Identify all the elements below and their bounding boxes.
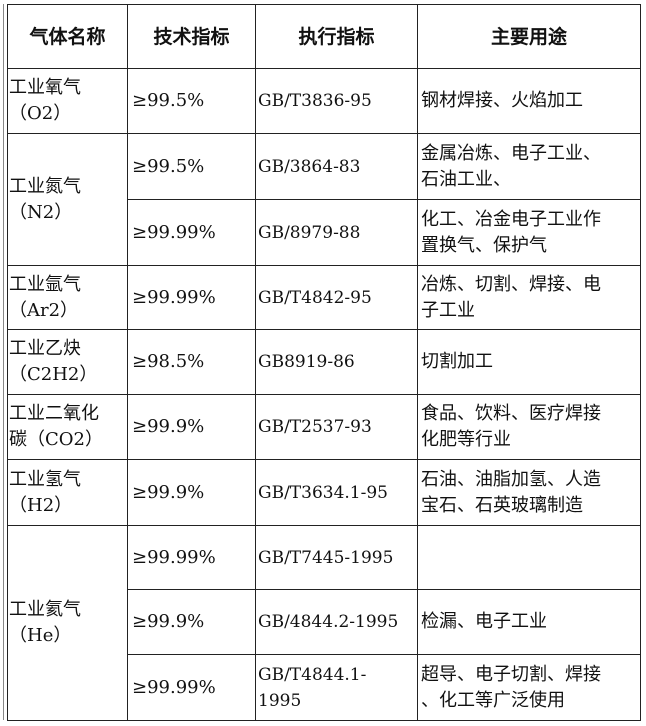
standard: GB/T2537-93	[255, 394, 418, 460]
main-use: 化工、冶金电子工业作 置换气、保护气	[417, 199, 641, 266]
table-row: 工业氢气 （H2） ≥99.9% GB/T3634.1-95 石油、油脂加氢、人…	[7, 459, 641, 526]
main-use: 冶炼、切割、焊接、电 子工业	[417, 265, 641, 330]
standard: GB/T4842-95	[255, 265, 418, 330]
standard: GB8919-86	[255, 329, 418, 395]
tech-spec: ≥99.9%	[127, 589, 256, 655]
table-row: ≥99.99% GB/8979-88 化工、冶金电子工业作 置换气、保护气	[8, 199, 641, 266]
table-row: ≥99.9% GB/4844.2-1995 检漏、电子工业	[8, 589, 641, 655]
tech-spec: ≥98.5%	[127, 329, 256, 395]
table-row: 工业氦气 （He） ≥99.99% GB/T7445-1995	[7, 525, 641, 721]
table-row: ≥99.99% GB/T4844.1- 1995 超导、电子切割、焊接 、化工等…	[8, 654, 641, 721]
gas-spec-table: 气体名称 技术指标 执行指标 主要用途 工业氧气 （O2） ≥99.5% GB/…	[7, 4, 641, 721]
standard: GB/4844.2-1995	[255, 589, 418, 655]
gas-name: 工业二氧化 碳（CO2）	[7, 394, 128, 460]
main-use	[417, 525, 641, 590]
table-row: 工业氧气 （O2） ≥99.5% GB/T3836-95 钢材焊接、火焰加工	[7, 68, 641, 134]
table-row: 工业氩气 （Ar2） ≥99.99% GB/T4842-95 冶炼、切割、焊接、…	[7, 265, 641, 330]
standard: GB/T7445-1995	[255, 525, 418, 590]
tech-spec: ≥99.99%	[127, 654, 256, 721]
gas-name: 工业乙炔 （C2H2）	[7, 329, 128, 395]
header-tech-spec: 技术指标	[127, 4, 256, 69]
tech-spec: ≥99.99%	[127, 265, 256, 330]
main-use: 石油、油脂加氢、人造 宝石、石英玻璃制造	[417, 459, 641, 526]
header-main-use: 主要用途	[417, 4, 641, 69]
tech-spec: ≥99.5%	[127, 133, 256, 200]
standard: GB/T3634.1-95	[255, 459, 418, 526]
main-use: 金属冶炼、电子工业、 石油工业、	[417, 133, 641, 200]
gas-name: 工业氢气 （H2）	[7, 459, 128, 526]
gas-name: 工业氦气 （He）	[7, 525, 128, 721]
header-gas-name: 气体名称	[7, 4, 128, 69]
tech-spec: ≥99.99%	[127, 199, 256, 266]
standard: GB/T3836-95	[255, 68, 418, 134]
table-row: 工业乙炔 （C2H2） ≥98.5% GB8919-86 切割加工	[7, 329, 641, 395]
header-row: 气体名称 技术指标 执行指标 主要用途	[7, 4, 641, 69]
main-use: 钢材焊接、火焰加工	[417, 68, 641, 134]
gas-name: 工业氮气 （N2）	[7, 133, 128, 266]
main-use: 超导、电子切割、焊接 、化工等广泛使用	[417, 654, 641, 721]
gas-name: 工业氧气 （O2）	[7, 68, 128, 134]
table-row: 工业二氧化 碳（CO2） ≥99.9% GB/T2537-93 食品、饮料、医疗…	[7, 394, 641, 460]
main-use: 切割加工	[417, 329, 641, 395]
main-use: 检漏、电子工业	[417, 589, 641, 655]
page-left-border	[3, 4, 4, 720]
standard: GB/T4844.1- 1995	[255, 654, 418, 721]
tech-spec: ≥99.99%	[127, 525, 256, 590]
tech-spec: ≥99.9%	[127, 394, 256, 460]
tech-spec: ≥99.5%	[127, 68, 256, 134]
tech-spec: ≥99.9%	[127, 459, 256, 526]
gas-name: 工业氩气 （Ar2）	[7, 265, 128, 330]
main-use: 食品、饮料、医疗焊接 化肥等行业	[417, 394, 641, 460]
standard: GB/8979-88	[255, 199, 418, 266]
standard: GB/3864-83	[255, 133, 418, 200]
table-row: 工业氮气 （N2） ≥99.5% GB/3864-83 金属冶炼、电子工业、 石…	[7, 133, 641, 266]
header-standard: 执行指标	[255, 4, 418, 69]
